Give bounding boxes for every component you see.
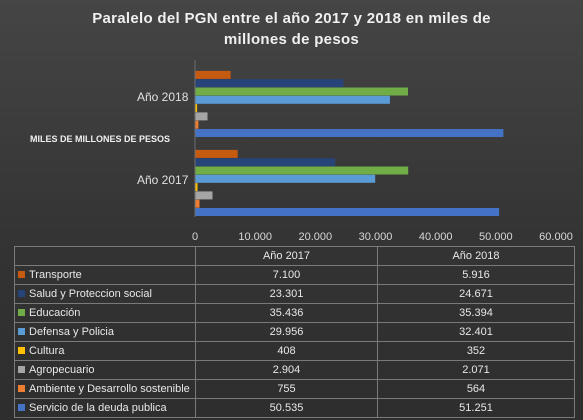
x-tick-label: 40.000 (419, 231, 453, 243)
legend-label: Cultura (29, 345, 65, 357)
legend-swatch (18, 346, 25, 354)
cell-value-2018: 5.916 (377, 265, 575, 285)
x-tick-label: 0 (192, 231, 198, 243)
data-table-row: Salud y Proteccion social 23.301 24.671 (14, 284, 575, 304)
bar-2017 (195, 199, 200, 208)
legend-entry: Cultura (14, 341, 196, 361)
cell-value-2018: 564 (377, 379, 575, 399)
legend-entry: Ambiente y Desarrollo sostenible (14, 379, 196, 399)
bar-2018 (195, 95, 390, 104)
cell-value-2018: 24.671 (377, 284, 575, 304)
cell-value-2017: 408 (195, 341, 378, 361)
data-table-row: Servicio de la deuda publica 50.535 51.251 (14, 398, 575, 418)
data-table-header-2018: Año 2018 (377, 246, 575, 266)
bar-2018 (195, 79, 344, 88)
data-table-header-2017: Año 2017 (195, 246, 378, 266)
bar-2018 (195, 70, 231, 79)
legend-label: Agropecuario (29, 364, 95, 376)
bar-2018 (195, 120, 199, 129)
cell-value-2017: 29.956 (195, 322, 378, 342)
bar-2017 (195, 166, 409, 175)
legend-label: Defensa y Policia (29, 326, 114, 338)
legend-swatch (18, 308, 25, 316)
x-tick-label: 10.000 (238, 231, 272, 243)
legend-label: Ambiente y Desarrollo sostenible (29, 383, 190, 395)
bar-2017 (195, 174, 376, 183)
data-table-row: Defensa y Policia 29.956 32.401 (14, 322, 575, 342)
data-table-row: Educación 35.436 35.394 (14, 303, 575, 323)
cell-value-2017: 2.904 (195, 360, 378, 380)
bar-2018 (195, 104, 198, 113)
legend-entry: Servicio de la deuda publica (14, 398, 196, 418)
legend-entry: Salud y Proteccion social (14, 284, 196, 304)
chart-title: Paralelo del PGN entre el año 2017 y 201… (92, 10, 491, 48)
data-table-row: Transporte 7.100 5.916 (14, 265, 575, 285)
cell-value-2017: 50.535 (195, 398, 378, 418)
legend-entry: Defensa y Policia (14, 322, 196, 342)
category-label-2017: Año 2017 (137, 173, 189, 187)
legend-swatch (18, 403, 25, 411)
cell-value-2017: 7.100 (195, 265, 378, 285)
cell-value-2018: 2.071 (377, 360, 575, 380)
legend-swatch (18, 289, 25, 297)
legend-label: Servicio de la deuda publica (29, 402, 167, 414)
x-tick-label: 20.000 (299, 231, 333, 243)
category-label-2018: Año 2018 (137, 90, 189, 104)
data-table-corner (14, 246, 196, 266)
bar-2018 (195, 87, 408, 96)
data-table-row: Ambiente y Desarrollo sostenible 755 564 (14, 379, 575, 399)
bar-2017 (195, 183, 198, 192)
cell-value-2018: 352 (377, 341, 575, 361)
cell-value-2018: 35.394 (377, 303, 575, 323)
data-table-row: Cultura 408 352 (14, 341, 575, 361)
cell-value-2017: 35.436 (195, 303, 378, 323)
cell-value-2018: 51.251 (377, 398, 575, 418)
bar-2017 (195, 191, 213, 200)
x-tick-label: 30.000 (359, 231, 393, 243)
data-table: Año 2017 Año 2018 Transporte 7.100 5.916 Sa… (14, 246, 575, 418)
legend-swatch (18, 327, 25, 335)
legend-swatch (18, 384, 25, 392)
data-table-row: Agropecuario 2.904 2.071 (14, 360, 575, 380)
bar-2017 (195, 208, 500, 216)
x-tick-label: 50.000 (479, 231, 513, 243)
cell-value-2017: 755 (195, 379, 378, 399)
legend-label: Educación (29, 307, 81, 319)
legend-label: Transporte (29, 269, 82, 281)
legend-entry: Transporte (14, 265, 196, 285)
legend-swatch (18, 270, 25, 278)
bar-2018 (195, 129, 504, 137)
legend-entry: Educación (14, 303, 196, 323)
x-tick-label: 60.000 (539, 231, 573, 243)
legend-entry: Agropecuario (14, 360, 196, 380)
cell-value-2017: 23.301 (195, 284, 378, 304)
bar-2017 (195, 149, 238, 158)
bar-2018 (195, 112, 208, 121)
legend-label: Salud y Proteccion social (29, 288, 152, 300)
y-axis-title: MILES DE MILLONES DE PESOS (30, 134, 171, 144)
legend-swatch (18, 365, 25, 373)
cell-value-2018: 32.401 (377, 322, 575, 342)
bar-2017 (195, 158, 336, 167)
data-table-header: Año 2017 Año 2018 (14, 246, 575, 266)
